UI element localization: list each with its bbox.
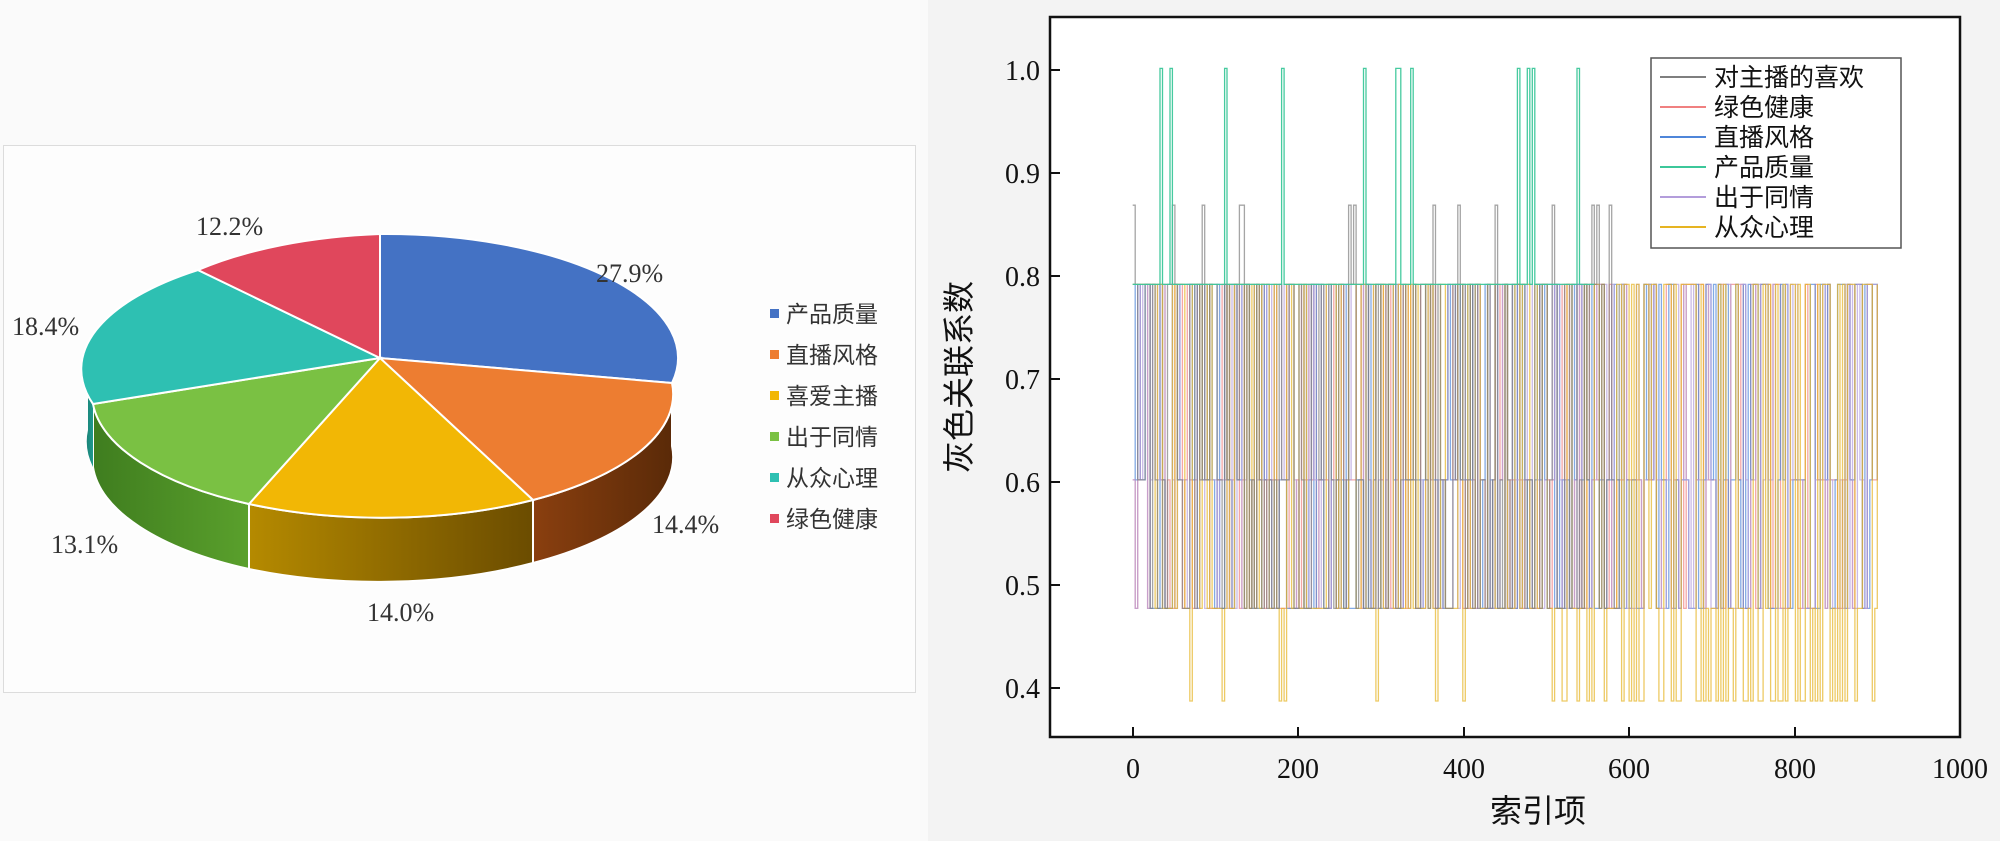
pie-chart: 27.9% 14.4% 14.0% 13.1% 18.4% 12.2% — [12, 212, 719, 627]
x-axis: 0 200 400 600 800 1000 — [1126, 727, 1988, 785]
y-tick-label: 0.6 — [1005, 468, 1040, 499]
x-tick-label: 0 — [1126, 754, 1140, 785]
plot-frame — [1048, 15, 1962, 739]
legend-swatch-product-quality — [770, 309, 779, 318]
pie-slice-green-health[interactable] — [195, 232, 381, 360]
x-tick-label: 600 — [1608, 754, 1650, 785]
legend-label-green-health: 绿色健康 — [786, 507, 878, 533]
line-series-group — [1132, 67, 1878, 702]
legend-text-green-health: 绿色健康 — [1714, 93, 1814, 122]
x-axis-label: 索引项 — [1490, 792, 1586, 830]
legend-swatch-green-health — [770, 514, 779, 523]
y-tick-label: 1.0 — [1005, 56, 1040, 87]
legend-text-sympathy: 出于同情 — [1714, 183, 1814, 212]
y-axis: 1.0 0.9 0.8 0.7 0.6 0.5 0.4 — [1005, 56, 1060, 705]
legend-text-herd-mentality: 从众心理 — [1714, 213, 1814, 242]
legend-swatch-sympathy — [770, 432, 779, 441]
legend-swatch-live-style — [770, 350, 779, 359]
pie-label-live-style: 14.4% — [652, 510, 719, 539]
line-series-3 — [1132, 67, 1595, 286]
y-axis-label: 灰色关联系数 — [940, 281, 978, 473]
legend-swatch-herd-mentality — [770, 473, 779, 482]
x-tick-label: 200 — [1277, 754, 1319, 785]
legend-label-product-quality: 产品质量 — [786, 302, 878, 328]
y-tick-label: 0.8 — [1005, 262, 1040, 293]
legend-text-product-quality: 产品质量 — [1714, 153, 1814, 182]
x-tick-label: 1000 — [1932, 754, 1988, 785]
legend-label-favorite-host: 喜爱主播 — [786, 384, 878, 410]
line-legend: 对主播的喜欢 绿色健康 直播风格 产品质量 出于同情 从众心理 — [1650, 57, 1902, 249]
legend-text-host: 对主播的喜欢 — [1714, 63, 1864, 92]
legend-label-herd-mentality: 从众心理 — [786, 466, 878, 492]
legend-label-live-style: 直播风格 — [786, 343, 878, 369]
pie-slice-herd-mentality[interactable] — [80, 268, 384, 406]
pie-slice-favorite-host[interactable] — [247, 356, 536, 519]
pie-legend: 产品质量 直播风格 喜爱主播 出于同情 从众心理 绿色健康 — [770, 302, 878, 533]
pie-label-herd-mentality: 18.4% — [12, 312, 79, 341]
pie-label-product-quality: 27.9% — [596, 259, 663, 288]
legend-swatch-favorite-host — [770, 391, 779, 400]
x-tick-label: 800 — [1774, 754, 1816, 785]
grey-relational-line-chart: 1.0 0.9 0.8 0.7 0.6 0.5 0.4 0 200 400 60… — [940, 15, 1988, 830]
y-tick-label: 0.4 — [1005, 674, 1040, 705]
y-tick-label: 0.5 — [1005, 571, 1040, 602]
pie-label-sympathy: 13.1% — [51, 530, 118, 559]
line-series-0 — [1132, 204, 1620, 610]
pie-label-favorite-host: 14.0% — [367, 598, 434, 627]
pie-label-green-health: 12.2% — [196, 212, 263, 241]
legend-text-live-style: 直播风格 — [1714, 123, 1814, 152]
pie-slice-live-style[interactable] — [377, 356, 675, 502]
x-tick-label: 400 — [1443, 754, 1485, 785]
line-legend-box — [1650, 57, 1902, 249]
pie-slice-product-quality[interactable] — [379, 232, 679, 385]
legend-label-sympathy: 出于同情 — [786, 425, 878, 451]
pie-slice-sympathy[interactable] — [91, 356, 383, 506]
y-tick-label: 0.9 — [1005, 159, 1040, 190]
y-tick-label: 0.7 — [1005, 365, 1040, 396]
